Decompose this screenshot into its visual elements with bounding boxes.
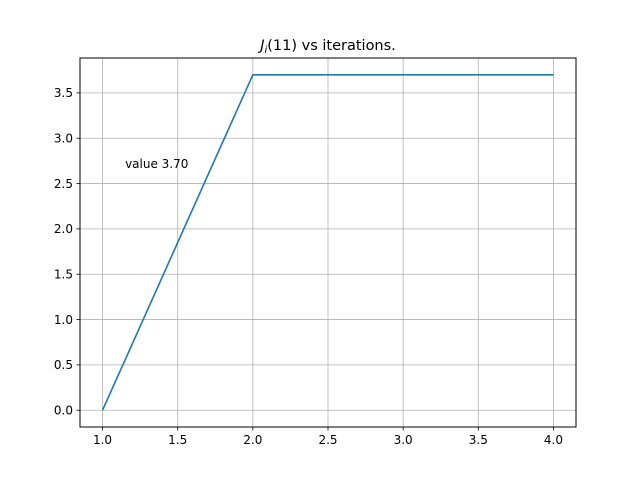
series-line	[101, 73, 554, 411]
x-tick-label: 4.0	[544, 433, 563, 447]
y-tick-label: 3.0	[54, 132, 73, 146]
x-axis: 1.0 1.5 2.0 2.5 3.0 3.5 4.0	[93, 427, 563, 447]
y-tick-label: 0.0	[54, 404, 73, 418]
y-tick-label: 3.5	[54, 86, 73, 100]
series-layer	[101, 73, 554, 411]
x-tick-label: 1.0	[93, 433, 112, 447]
y-tick-label: 1.5	[54, 268, 73, 282]
title-function: J	[257, 38, 264, 54]
y-tick-label: 1.0	[54, 313, 73, 327]
y-tick-label: 2.5	[54, 177, 73, 191]
y-tick-label: 2.0	[54, 222, 73, 236]
y-axis: 0.0 0.5 1.0 1.5 2.0 2.5 3.0 3.5	[54, 86, 80, 418]
chart-title: Ji(11) vs iterations.	[257, 38, 396, 56]
x-tick-label: 3.0	[394, 433, 413, 447]
value-annotation: value 3.70	[125, 157, 188, 171]
x-tick-label: 3.5	[469, 433, 488, 447]
title-rest: (11) vs iterations.	[267, 38, 396, 54]
x-tick-label: 2.5	[318, 433, 337, 447]
y-tick-label: 0.5	[54, 358, 73, 372]
x-tick-label: 2.0	[243, 433, 262, 447]
title-subscript: i	[264, 45, 267, 56]
x-tick-label: 1.5	[168, 433, 187, 447]
